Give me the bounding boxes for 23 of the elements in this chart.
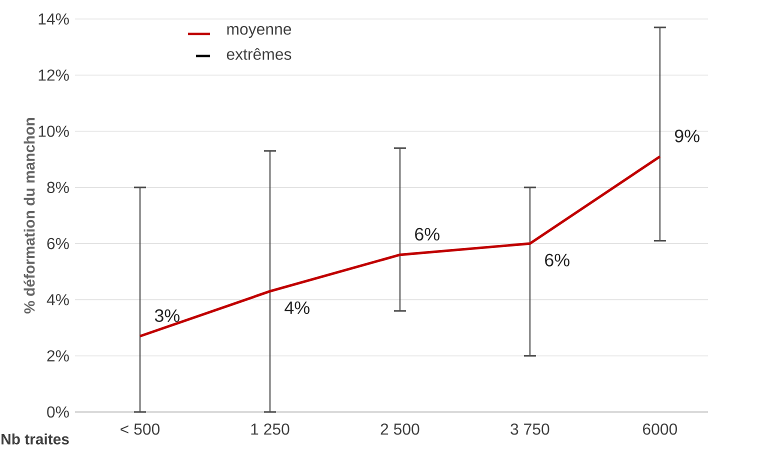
y-tick-label: 0% (47, 406, 69, 418)
x-tick-label: 1 250 (251, 424, 290, 435)
data-label: 6% (545, 254, 570, 266)
y-tick-label: 10% (38, 126, 69, 137)
line-series (138, 155, 662, 338)
data-label: 4% (284, 301, 310, 314)
y-tick-label: 2% (47, 350, 69, 362)
data-label: 3% (154, 309, 180, 322)
data-label: 6% (415, 228, 440, 241)
x-axis-title: Nb traites (2, 434, 69, 444)
y-tick-label: 6% (47, 238, 69, 250)
y-tick-label: 8% (47, 182, 69, 194)
y-axis-title: % déformation du manchon (24, 118, 35, 314)
annotation: extrêmes (226, 48, 292, 60)
y-tick-label: 4% (46, 294, 69, 306)
data-label: 9% (674, 130, 700, 142)
x-tick-label: 2 500 (380, 424, 420, 435)
y-tick-label: 14% (38, 13, 69, 25)
x-tick-label: 6000 (643, 424, 678, 435)
x-tick-label: 3 750 (510, 424, 550, 435)
y-tick-label: 12% (38, 70, 69, 81)
x-tick-label: < 500 (120, 424, 160, 435)
legend-label: moyenne (227, 26, 292, 38)
